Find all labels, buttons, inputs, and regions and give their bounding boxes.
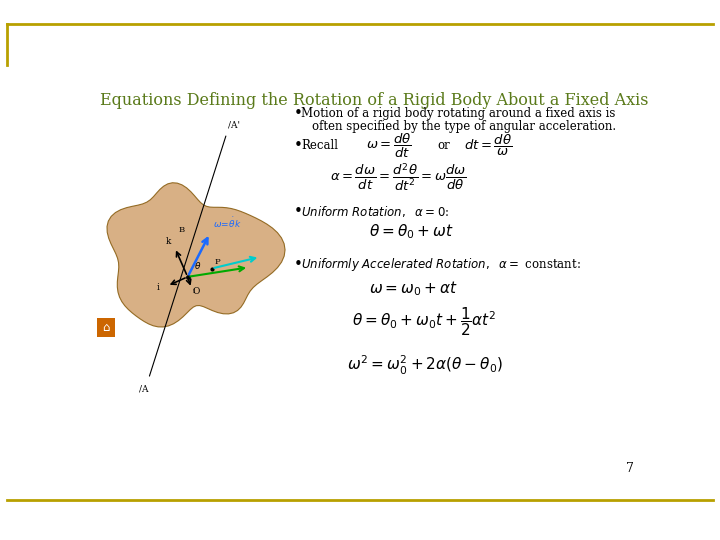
Text: •: • bbox=[294, 106, 302, 122]
Text: i: i bbox=[193, 287, 196, 295]
Text: P: P bbox=[215, 258, 220, 266]
Text: 7: 7 bbox=[626, 462, 634, 475]
Text: $\theta = \theta_0 + \omega t$: $\theta = \theta_0 + \omega t$ bbox=[369, 222, 454, 241]
Text: $dt = \dfrac{d\theta}{\omega}$: $dt = \dfrac{d\theta}{\omega}$ bbox=[464, 133, 512, 158]
Text: $\theta = \theta_0 + \omega_0 t + \dfrac{1}{2}\alpha t^2$: $\theta = \theta_0 + \omega_0 t + \dfrac… bbox=[352, 306, 497, 338]
Text: i: i bbox=[157, 283, 160, 292]
Text: /A: /A bbox=[139, 385, 148, 394]
Text: ⌂: ⌂ bbox=[102, 321, 109, 334]
Text: O: O bbox=[192, 287, 199, 296]
Text: •: • bbox=[294, 204, 302, 219]
Text: $\alpha = \dfrac{d\omega}{dt} = \dfrac{d^2\theta}{dt^2} = \omega\dfrac{d\omega}{: $\alpha = \dfrac{d\omega}{dt} = \dfrac{d… bbox=[330, 161, 467, 193]
Text: B: B bbox=[178, 226, 184, 234]
Polygon shape bbox=[107, 183, 285, 327]
Text: $\omega^2 = \omega_0^2 + 2\alpha(\theta - \theta_0)$: $\omega^2 = \omega_0^2 + 2\alpha(\theta … bbox=[347, 353, 503, 376]
Text: •: • bbox=[294, 257, 302, 272]
Text: $\theta$: $\theta$ bbox=[194, 260, 202, 272]
Text: Recall: Recall bbox=[301, 139, 338, 152]
Text: $\omega = \dfrac{d\theta}{dt}$: $\omega = \dfrac{d\theta}{dt}$ bbox=[366, 131, 412, 159]
Text: •: • bbox=[294, 138, 302, 153]
Text: $\omega = \omega_0 + \alpha t$: $\omega = \omega_0 + \alpha t$ bbox=[369, 279, 458, 298]
Text: $\omega\!=\!\dot{\theta}k$: $\omega\!=\!\dot{\theta}k$ bbox=[213, 216, 241, 230]
Text: /A': /A' bbox=[228, 120, 240, 129]
Text: $\it{Uniform\ Rotation,}$  $\alpha = 0$:: $\it{Uniform\ Rotation,}$ $\alpha = 0$: bbox=[301, 204, 449, 219]
Text: often specified by the type of angular acceleration.: often specified by the type of angular a… bbox=[312, 120, 616, 133]
Text: Motion of a rigid body rotating around a fixed axis is: Motion of a rigid body rotating around a… bbox=[301, 107, 616, 120]
Text: k: k bbox=[166, 238, 171, 246]
Text: or: or bbox=[437, 139, 450, 152]
FancyBboxPatch shape bbox=[96, 319, 114, 337]
Text: $\it{Uniformly\ Accelerated\ Rotation,}$  $\alpha =$ constant:: $\it{Uniformly\ Accelerated\ Rotation,}$… bbox=[301, 256, 581, 273]
Text: Equations Defining the Rotation of a Rigid Body About a Fixed Axis: Equations Defining the Rotation of a Rig… bbox=[100, 92, 649, 109]
